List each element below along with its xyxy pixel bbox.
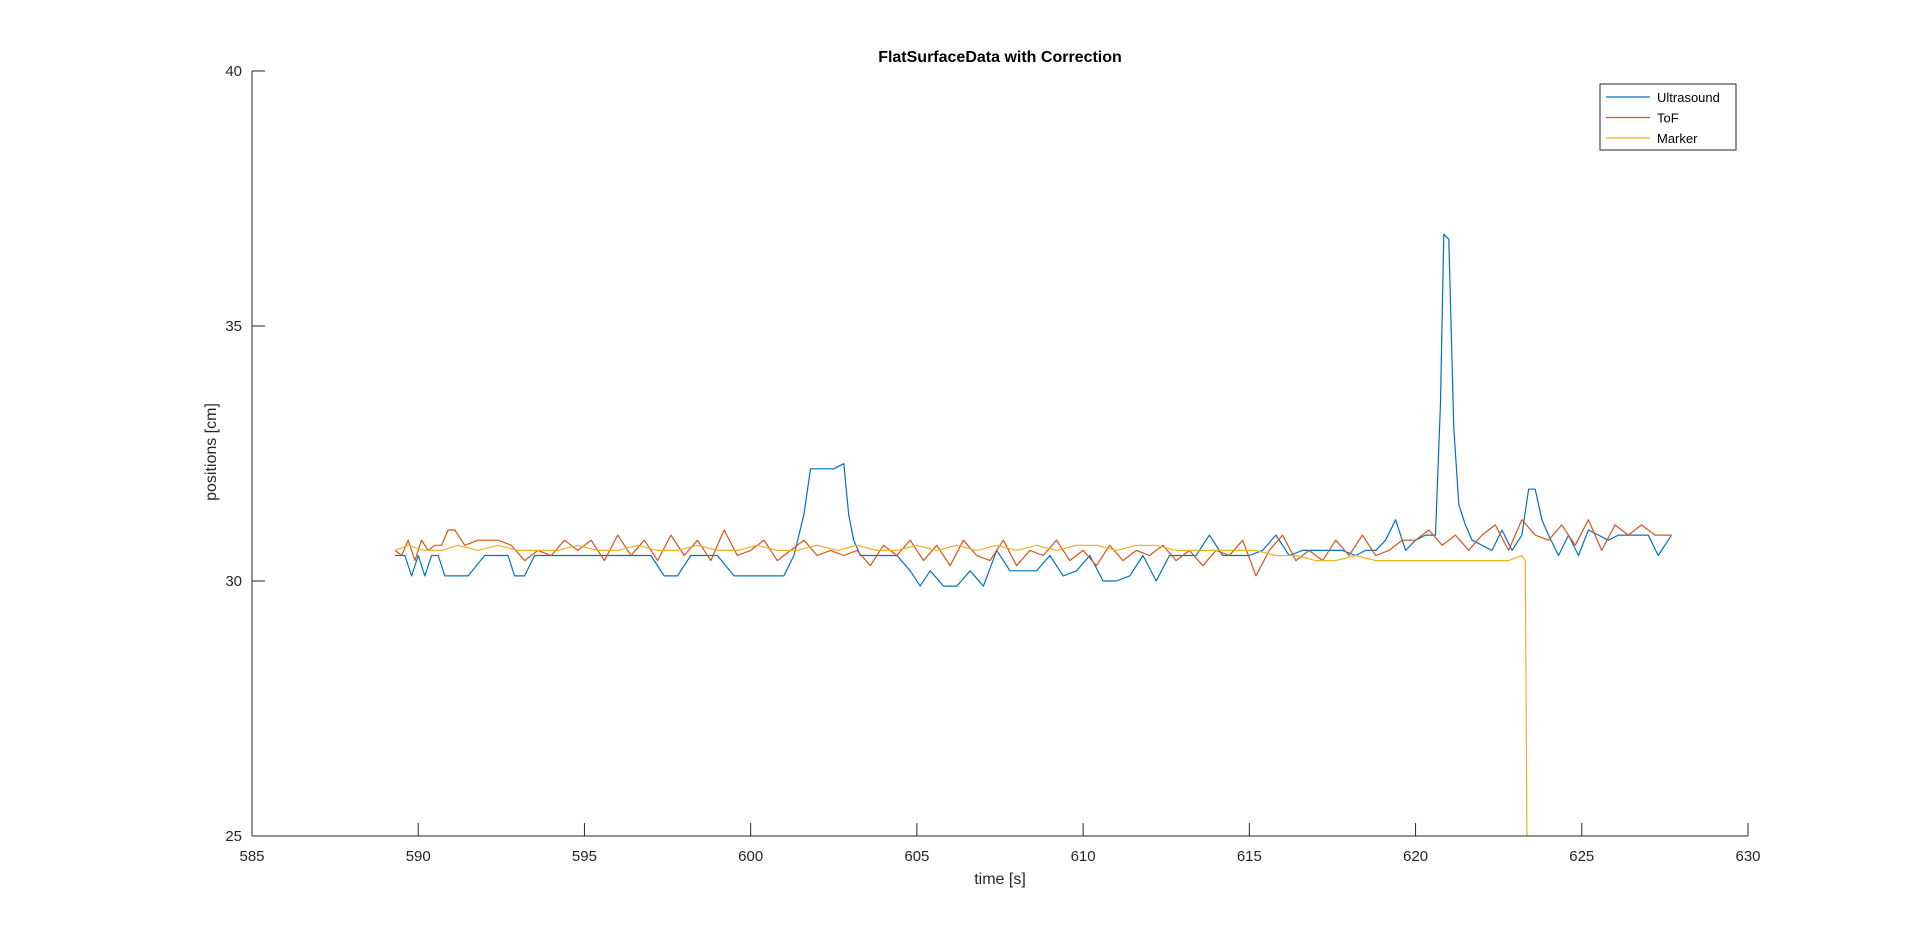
legend: Ultrasound ToF Marker xyxy=(1599,83,1737,151)
series-line-marker xyxy=(394,544,1528,837)
x-tick-label: 605 xyxy=(904,848,929,865)
chart-title: FlatSurfaceData with Correction xyxy=(878,49,1122,66)
x-tick-label: 585 xyxy=(239,848,264,865)
legend-label-ultrasound: Ultrasound xyxy=(1657,90,1720,105)
x-tick-label: 625 xyxy=(1569,848,1594,865)
y-tick-label: 35 xyxy=(225,318,242,335)
series-line-ultrasound xyxy=(395,233,1673,587)
plot-series xyxy=(394,233,1673,837)
axes xyxy=(251,71,1748,837)
x-axis-label: time [s] xyxy=(974,871,1026,888)
x-tick-label: 630 xyxy=(1735,848,1760,865)
y-tick-label: 40 xyxy=(225,63,242,80)
x-tick-label: 600 xyxy=(738,848,763,865)
legend-label-marker: Marker xyxy=(1657,131,1698,146)
x-tick-label: 620 xyxy=(1403,848,1428,865)
tick-marks: 585 590 595 600 605 610 615 620 625 630 25 30 35 40 xyxy=(225,63,1760,865)
legend-label-tof: ToF xyxy=(1657,111,1679,126)
x-tick-label: 615 xyxy=(1237,848,1262,865)
y-tick-label: 30 xyxy=(225,573,242,590)
x-tick-label: 610 xyxy=(1071,848,1096,865)
y-axis-label: positions [cm] xyxy=(203,403,220,501)
y-tick-label: 25 xyxy=(225,828,242,845)
x-tick-label: 595 xyxy=(572,848,597,865)
series-line-tof xyxy=(394,519,1672,577)
x-tick-label: 590 xyxy=(406,848,431,865)
